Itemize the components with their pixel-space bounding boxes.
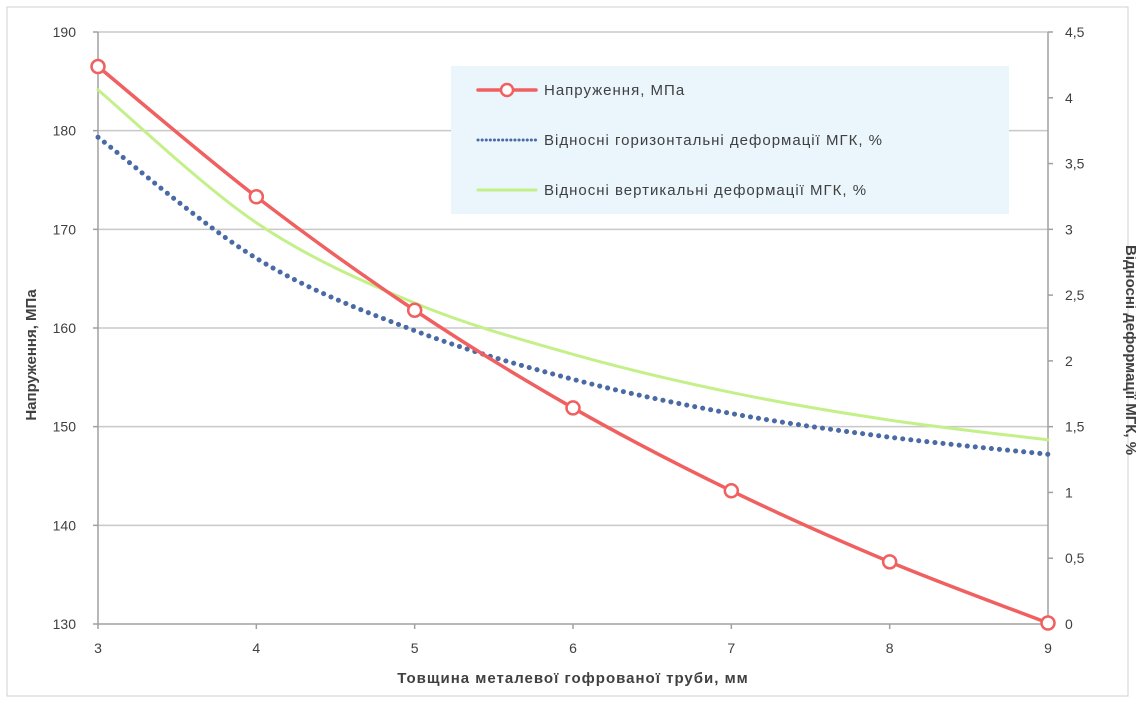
legend-label: Відносні горизонтальні деформації МГК, % — [544, 132, 883, 149]
x-tick-label: 6 — [569, 640, 577, 656]
y-right-tick-label: 3 — [1065, 221, 1073, 237]
y-left-tick-label: 140 — [53, 517, 77, 533]
y-left-tick-label: 180 — [53, 123, 77, 139]
y-right-tick-label: 2,5 — [1065, 287, 1085, 303]
x-axis-title: Товщина металевої гофрованої труби, мм — [397, 670, 749, 687]
data-point — [723, 483, 740, 499]
legend-label: Відносні вертикальні деформації МГК, % — [544, 182, 867, 199]
y-right-tick-label: 0,5 — [1065, 550, 1085, 566]
series-line — [95, 134, 1051, 457]
legend-marker — [499, 82, 515, 98]
y-left-tick-label: 190 — [53, 24, 77, 40]
data-point — [1040, 615, 1056, 631]
y-axis-left-title: Напруження, МПа — [23, 289, 40, 421]
y-right-tick-label: 3,5 — [1065, 156, 1085, 172]
x-tick-label: 7 — [727, 640, 735, 656]
y-left-tick-label: 150 — [53, 419, 77, 435]
legend-label: Напруження, МПа — [544, 82, 685, 99]
y-right-tick-label: 1 — [1065, 484, 1073, 500]
x-tick-label: 9 — [1044, 640, 1052, 656]
data-point — [565, 400, 581, 416]
y-left-tick-label: 170 — [53, 221, 77, 237]
data-point — [248, 189, 265, 205]
y-right-tick-label: 4,5 — [1065, 24, 1085, 40]
y-left-tick-label: 130 — [53, 616, 77, 632]
x-tick-label: 5 — [411, 640, 419, 656]
data-point — [881, 554, 898, 570]
x-tick-label: 4 — [252, 640, 260, 656]
series-line — [96, 88, 1050, 442]
y-right-tick-label: 4 — [1065, 90, 1073, 106]
y-axis-right-title: Відносні деформації МГК, % — [1122, 245, 1136, 455]
y-right-tick-label: 2 — [1065, 353, 1073, 369]
y-right-tick-label: 0 — [1065, 616, 1073, 632]
data-point — [406, 302, 423, 318]
x-tick-label: 8 — [886, 640, 894, 656]
data-point — [90, 58, 106, 75]
legend-box — [451, 66, 1009, 214]
y-right-tick-label: 1,5 — [1065, 419, 1085, 435]
x-tick-label: 3 — [94, 640, 102, 656]
y-left-tick-label: 160 — [53, 320, 77, 336]
